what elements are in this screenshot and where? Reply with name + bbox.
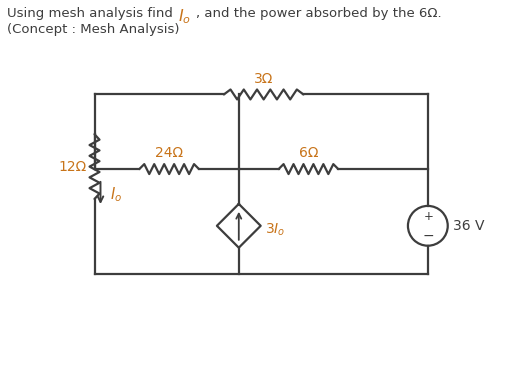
Text: 36 V: 36 V (453, 219, 484, 233)
Text: 3Ω: 3Ω (254, 71, 273, 86)
Text: 24Ω: 24Ω (155, 146, 183, 160)
Text: $3\mathit{I_o}$: $3\mathit{I_o}$ (265, 221, 285, 238)
Text: 12Ω: 12Ω (58, 160, 86, 174)
Text: $+$: $+$ (423, 210, 433, 223)
Text: Using mesh analysis find: Using mesh analysis find (7, 7, 177, 20)
Text: 6Ω: 6Ω (299, 146, 318, 160)
Text: $-$: $-$ (422, 228, 434, 242)
Text: $\mathit{I_o}$: $\mathit{I_o}$ (110, 185, 123, 204)
Text: , and the power absorbed by the 6Ω.: , and the power absorbed by the 6Ω. (196, 7, 442, 20)
Text: (Concept : Mesh Analysis): (Concept : Mesh Analysis) (7, 23, 179, 36)
Text: $\mathit{I_o}$: $\mathit{I_o}$ (178, 7, 191, 25)
